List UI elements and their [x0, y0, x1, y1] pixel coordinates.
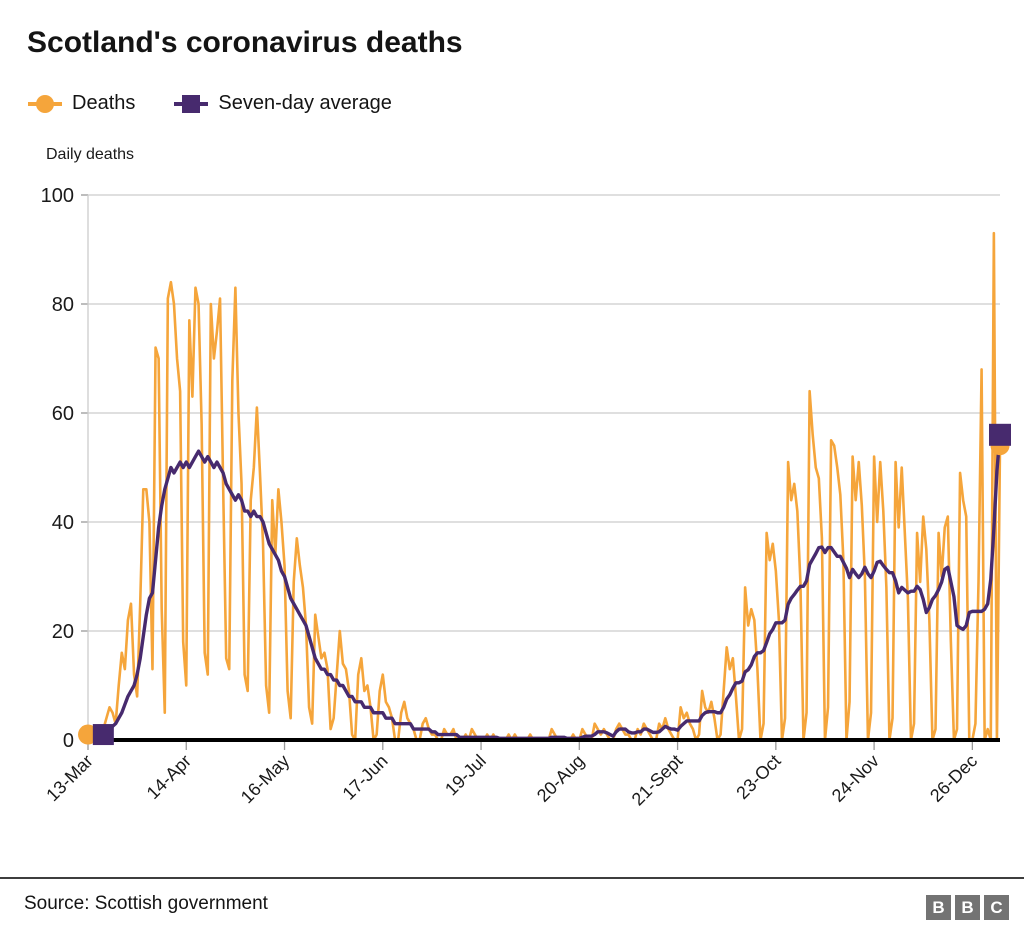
x-tick-label: 19-Jul — [441, 751, 490, 800]
page-title: Scotland's coronavirus deaths — [27, 26, 463, 59]
y-tick-label: 80 — [52, 294, 74, 316]
line-chart: 0 20 40 60 80 100 13-Mar 14-Apr 16-May 17-Jun 19-J… — [41, 185, 1011, 810]
average-end-marker — [989, 423, 1011, 446]
average-start-marker — [92, 724, 114, 746]
bbc-logo-letter: B — [926, 895, 951, 920]
y-tick-label: 20 — [52, 621, 74, 643]
seven-day-average-line — [101, 433, 1002, 741]
deaths-line — [86, 231, 1002, 742]
x-tick-label: 17-Jun — [339, 751, 392, 804]
legend-label-average: Seven-day average — [218, 92, 392, 114]
x-tick-label: 14-Apr — [143, 751, 195, 803]
average-series-icon — [174, 94, 209, 113]
deaths-series-icon — [28, 94, 62, 113]
x-tick-label: 21-Sept — [628, 751, 687, 810]
source-caption: Source: Scottish government — [24, 893, 268, 914]
legend-item-average: Seven-day average — [173, 92, 392, 115]
x-tick-label: 16-May — [237, 751, 294, 808]
x-axis-baseline — [88, 738, 1000, 742]
legend-item-deaths: Deaths — [27, 92, 135, 115]
x-tick-label: 24-Nov — [828, 751, 883, 806]
y-tick-label: 40 — [52, 512, 74, 534]
bbc-logo: B B C — [926, 895, 1009, 920]
footer-divider — [0, 877, 1024, 879]
x-tick-label: 20-Aug — [533, 751, 588, 806]
bbc-logo-letter: C — [984, 895, 1009, 920]
x-tick-label: 26-Dec — [926, 751, 981, 806]
x-tick-label: 23-Oct — [732, 751, 784, 803]
y-tick-label: 100 — [41, 185, 74, 207]
y-tick-label: 0 — [63, 730, 74, 752]
bbc-logo-letter: B — [955, 895, 980, 920]
y-axis-title: Daily deaths — [46, 146, 135, 163]
legend: Deaths Seven-day average — [27, 92, 392, 115]
x-tick-label: 13-Mar — [42, 751, 96, 805]
y-tick-label: 60 — [52, 403, 74, 425]
legend-label-deaths: Deaths — [72, 92, 136, 114]
